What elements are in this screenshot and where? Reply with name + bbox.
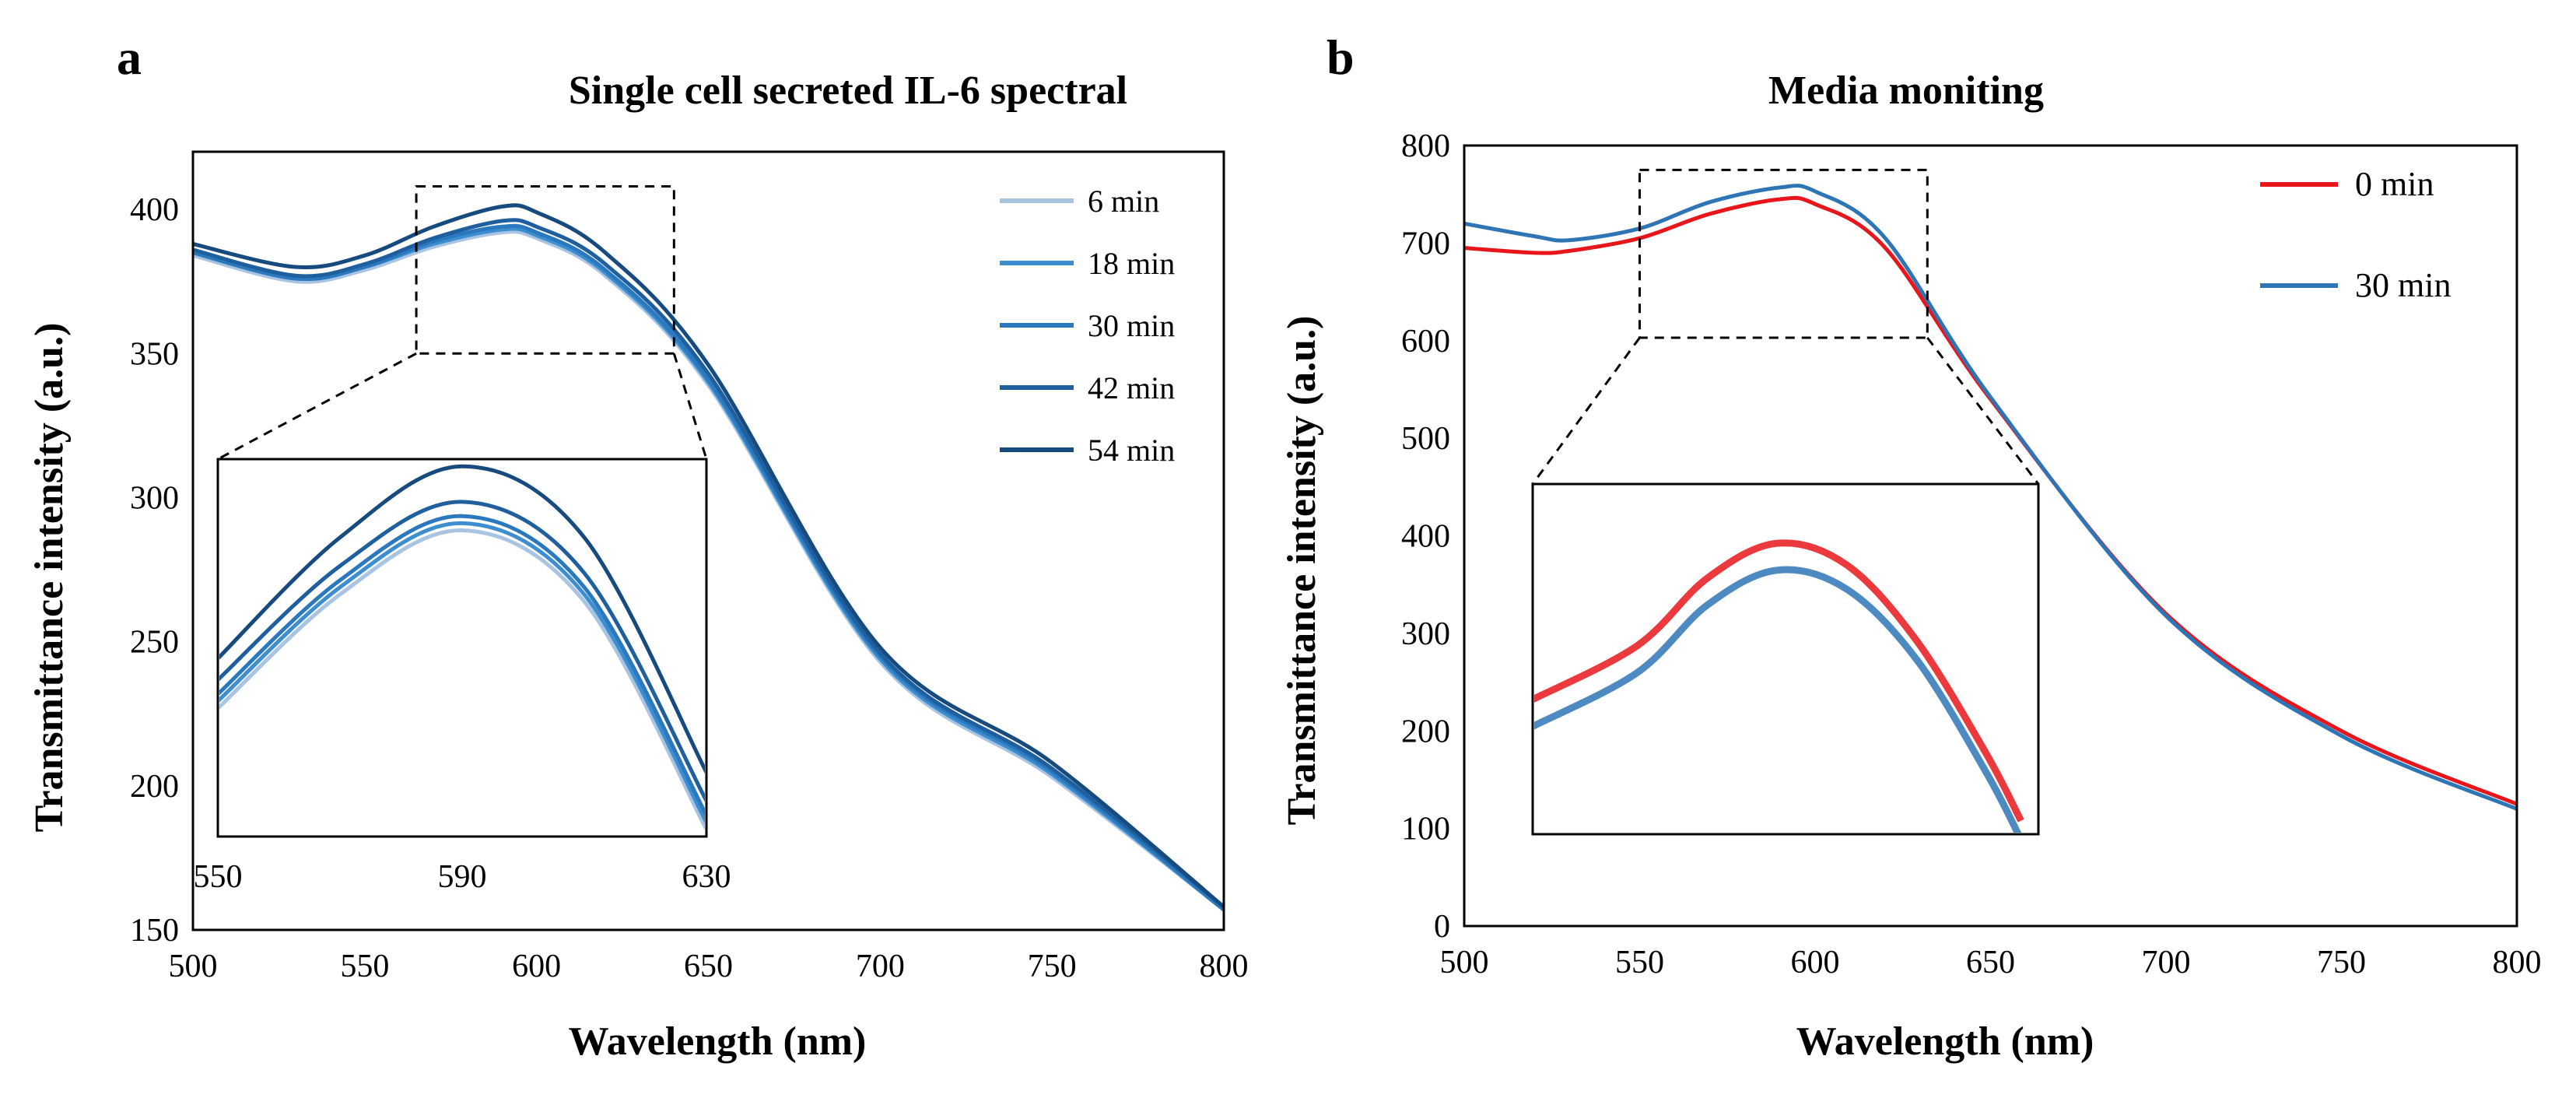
- chart-a-xtick-label: 600: [512, 949, 561, 984]
- chart-b-zoom-connector-right: [1926, 337, 2040, 485]
- chart-a-series-line-4: [193, 218, 1224, 909]
- chart-a-inset-line-2: [219, 521, 705, 823]
- chart-b-ytick-label: 100: [1401, 812, 1450, 847]
- chart-a-legend-label-4: 42 min: [1088, 370, 1175, 405]
- chart-a-ytick-label: 200: [130, 769, 179, 805]
- chart-a-inset-line-5: [219, 464, 705, 774]
- chart-b-inset-line-2: [1534, 566, 2022, 833]
- chart-a-plot-frame: [191, 150, 1225, 931]
- chart-a-legend-label-2: 18 min: [1088, 246, 1175, 281]
- chart-a-legend-label-3: 30 min: [1088, 308, 1175, 343]
- chart-b-xtick-label: 650: [1966, 945, 2015, 980]
- chart-a-xtick-label: 800: [1200, 949, 1249, 984]
- chart-a-ytick-label: 400: [130, 192, 179, 228]
- panel-letter-b: b: [1327, 30, 1355, 85]
- chart-b-xtick-label: 750: [2317, 945, 2366, 980]
- chart-a-inset-line-4: [219, 500, 705, 802]
- chart-b-inset-line-1: [1534, 539, 2024, 823]
- chart-a-legend-label-1: 6 min: [1088, 184, 1159, 219]
- chart-a-series-line-1: [193, 230, 1224, 912]
- chart-a-xtick-label: 700: [856, 949, 905, 984]
- chart-b-series-line-1: [1464, 195, 2517, 806]
- chart-a-xtick-label: 550: [340, 949, 389, 984]
- chart-b-xtick-label: 600: [1791, 945, 1840, 980]
- chart-b-series-line-2: [1464, 183, 2517, 811]
- chart-a-xtick-label: 750: [1028, 949, 1077, 984]
- chart-a-series-line-3: [193, 223, 1224, 912]
- chart-a-series-line-5: [193, 203, 1224, 909]
- chart-a: 150 200 250 300 350 400 500 550 600 650 700 750 800 5…: [130, 150, 1249, 984]
- chart-a-inset-xtick-label: 630: [682, 859, 731, 895]
- chart-a-ytick-label: 150: [130, 913, 179, 949]
- chart-b-xtick-label: 800: [2493, 945, 2542, 980]
- chart-b-inset-series-group: [1534, 539, 2024, 833]
- chart-a-ytick-label: 250: [130, 625, 179, 661]
- chart-b-ytick-label: 600: [1401, 324, 1450, 360]
- chart-b-xtick-label: 550: [1615, 945, 1664, 980]
- chart-a-zoom-connector-left: [217, 352, 417, 461]
- chart-b: 0 100 200 300 400 500 600 700 800 500 550 600 650 700…: [1401, 128, 2542, 980]
- chart-a-series-group: [193, 203, 1224, 912]
- chart-b-legend-label-1: 0 min: [2355, 165, 2434, 203]
- chart-b-ytick-label: 400: [1401, 519, 1450, 555]
- chart-a-inset-line-3: [219, 514, 705, 816]
- panel-letter-a: a: [117, 30, 142, 85]
- chart-a-zoom-connector-right: [672, 353, 708, 460]
- chart-a-inset-xtick-label: 550: [194, 859, 243, 895]
- chart-b-zoom-box: [1638, 168, 1929, 339]
- chart-a-ylabel: Transmittance intensity (a.u.): [27, 323, 72, 833]
- chart-b-ylabel: Transmittance intensity (a.u.): [1280, 316, 1324, 826]
- chart-a-inset-line-1: [219, 528, 705, 830]
- chart-a-ytick-label: 350: [130, 336, 179, 372]
- chart-b-xtick-label: 500: [1440, 945, 1489, 980]
- chart-b-ytick-label: 500: [1401, 421, 1450, 457]
- chart-b-plot-frame: [1463, 144, 2518, 928]
- chart-a-ytick-label: 300: [130, 480, 179, 516]
- chart-a-inset-xtick-label: 590: [438, 859, 487, 895]
- chart-a-zoom-box: [415, 184, 675, 355]
- chart-b-legend-label-2: 30 min: [2355, 266, 2451, 304]
- chart-a-legend-label-5: 54 min: [1088, 433, 1175, 468]
- chart-a-xtick-label: 650: [684, 949, 733, 984]
- chart-b-ytick-label: 200: [1401, 714, 1450, 749]
- chart-a-title: Single cell secreted IL-6 spectral: [569, 68, 1127, 113]
- chart-b-title: Media moniting: [1768, 68, 2044, 113]
- chart-b-ytick-label: 300: [1401, 616, 1450, 652]
- chart-a-inset-series-group: [219, 464, 705, 830]
- chart-b-xtick-label: 700: [2142, 945, 2191, 980]
- chart-b-ytick-label: 700: [1401, 226, 1450, 261]
- chart-a-xlabel: Wavelength (nm): [569, 1019, 867, 1064]
- chart-a-xtick-label: 500: [169, 949, 218, 984]
- chart-b-ytick-label: 0: [1434, 909, 1450, 945]
- chart-b-zoom-connector-left: [1531, 337, 1641, 485]
- chart-b-series-group: [1464, 183, 2517, 811]
- chart-b-ytick-label: 800: [1401, 128, 1450, 164]
- chart-b-xlabel: Wavelength (nm): [1796, 1019, 2094, 1064]
